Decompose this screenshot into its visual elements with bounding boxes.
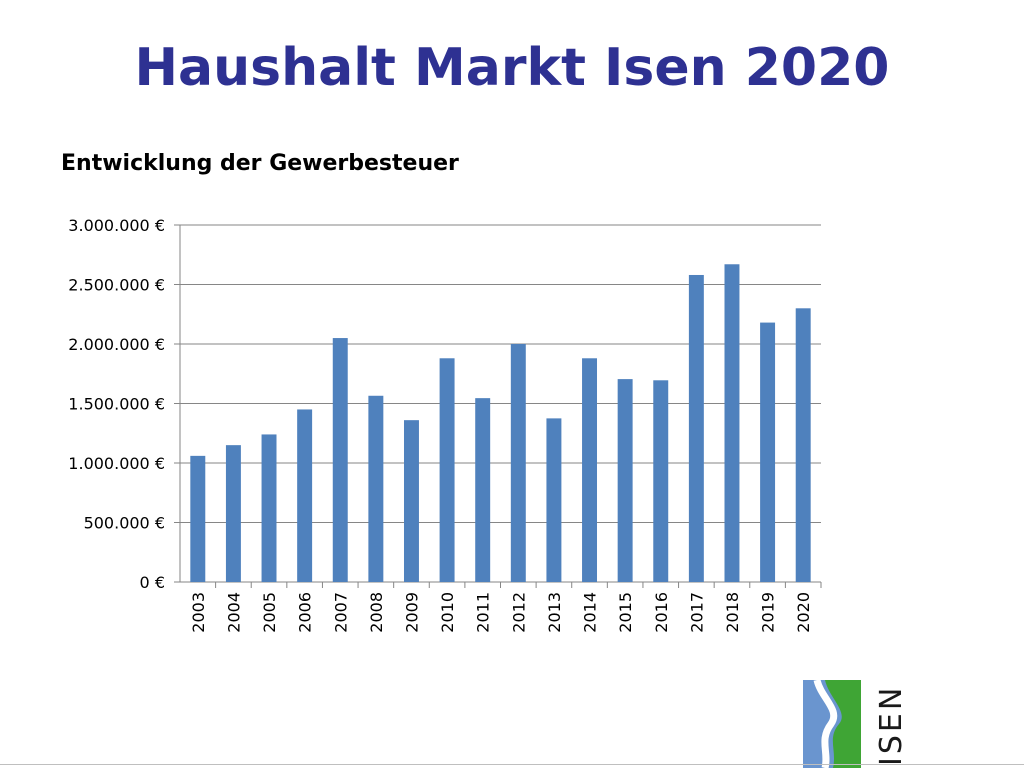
x-tick-label: 2013 bbox=[545, 592, 564, 633]
bottom-divider bbox=[0, 764, 1024, 765]
x-tick-label: 2003 bbox=[189, 592, 208, 633]
bar-2017 bbox=[688, 274, 704, 582]
x-tick-label: 2011 bbox=[474, 592, 493, 633]
bar-2016 bbox=[653, 380, 669, 582]
bar-2020 bbox=[795, 308, 811, 582]
logo-land-shape bbox=[825, 680, 861, 768]
bar-2019 bbox=[760, 322, 776, 582]
x-tick-label: 2005 bbox=[260, 592, 279, 633]
bar-2004 bbox=[225, 445, 241, 582]
x-tick-label: 2020 bbox=[794, 592, 813, 633]
bar-2007 bbox=[332, 338, 348, 582]
x-tick-label: 2006 bbox=[296, 592, 315, 633]
bar-2018 bbox=[724, 264, 740, 582]
x-tick-label: 2007 bbox=[331, 592, 350, 633]
x-tick-label: 2019 bbox=[759, 592, 778, 633]
x-tick-label: 2018 bbox=[723, 592, 742, 633]
axes bbox=[174, 224, 822, 588]
bar-2012 bbox=[510, 344, 526, 582]
bar-2003 bbox=[190, 455, 206, 582]
chart-title: Entwicklung der Gewerbesteuer bbox=[61, 151, 459, 176]
x-tick-label: 2010 bbox=[438, 592, 457, 633]
y-tick-labels: 0 € 500.000 € 1.000.000 € 1.500.000 € 2.000.… bbox=[68, 216, 165, 592]
x-tick-labels: 2003 2004 2005 2006 2007 2008 2009 2010 2011 2012… bbox=[189, 592, 813, 633]
gridlines bbox=[180, 224, 821, 523]
bar-2006 bbox=[297, 409, 313, 582]
x-tick-label: 2008 bbox=[367, 592, 386, 633]
x-tick-label: 2004 bbox=[224, 592, 243, 633]
x-tick-label: 2014 bbox=[581, 592, 600, 633]
x-tick-label: 2017 bbox=[687, 592, 706, 633]
x-tick-label: 2012 bbox=[509, 592, 528, 633]
y-tick-label: 1.000.000 € bbox=[68, 454, 165, 473]
isen-logo: ISEN bbox=[803, 680, 909, 768]
bar-2005 bbox=[261, 434, 277, 582]
y-tick-label: 0 € bbox=[140, 573, 165, 592]
y-tick-label: 3.000.000 € bbox=[68, 216, 165, 235]
y-tick-label: 500.000 € bbox=[84, 514, 165, 533]
bar-2013 bbox=[546, 418, 562, 582]
bar-2011 bbox=[475, 398, 491, 582]
slide-title: Haushalt Markt Isen 2020 bbox=[134, 38, 890, 98]
bar-2008 bbox=[368, 395, 384, 582]
logo-river-line bbox=[813, 680, 838, 768]
y-tick-label: 2.000.000 € bbox=[68, 335, 165, 354]
x-tick-label: 2009 bbox=[402, 592, 421, 633]
logo-text: ISEN bbox=[874, 685, 909, 766]
bar-2010 bbox=[439, 358, 455, 582]
bar-2015 bbox=[617, 379, 633, 582]
x-tick-label: 2015 bbox=[616, 592, 635, 633]
bar-2014 bbox=[582, 358, 598, 582]
bar-2009 bbox=[403, 420, 419, 582]
bars bbox=[190, 264, 811, 582]
y-tick-label: 1.500.000 € bbox=[68, 395, 165, 414]
x-tick-label: 2016 bbox=[652, 592, 671, 633]
y-tick-label: 2.500.000 € bbox=[68, 276, 165, 295]
